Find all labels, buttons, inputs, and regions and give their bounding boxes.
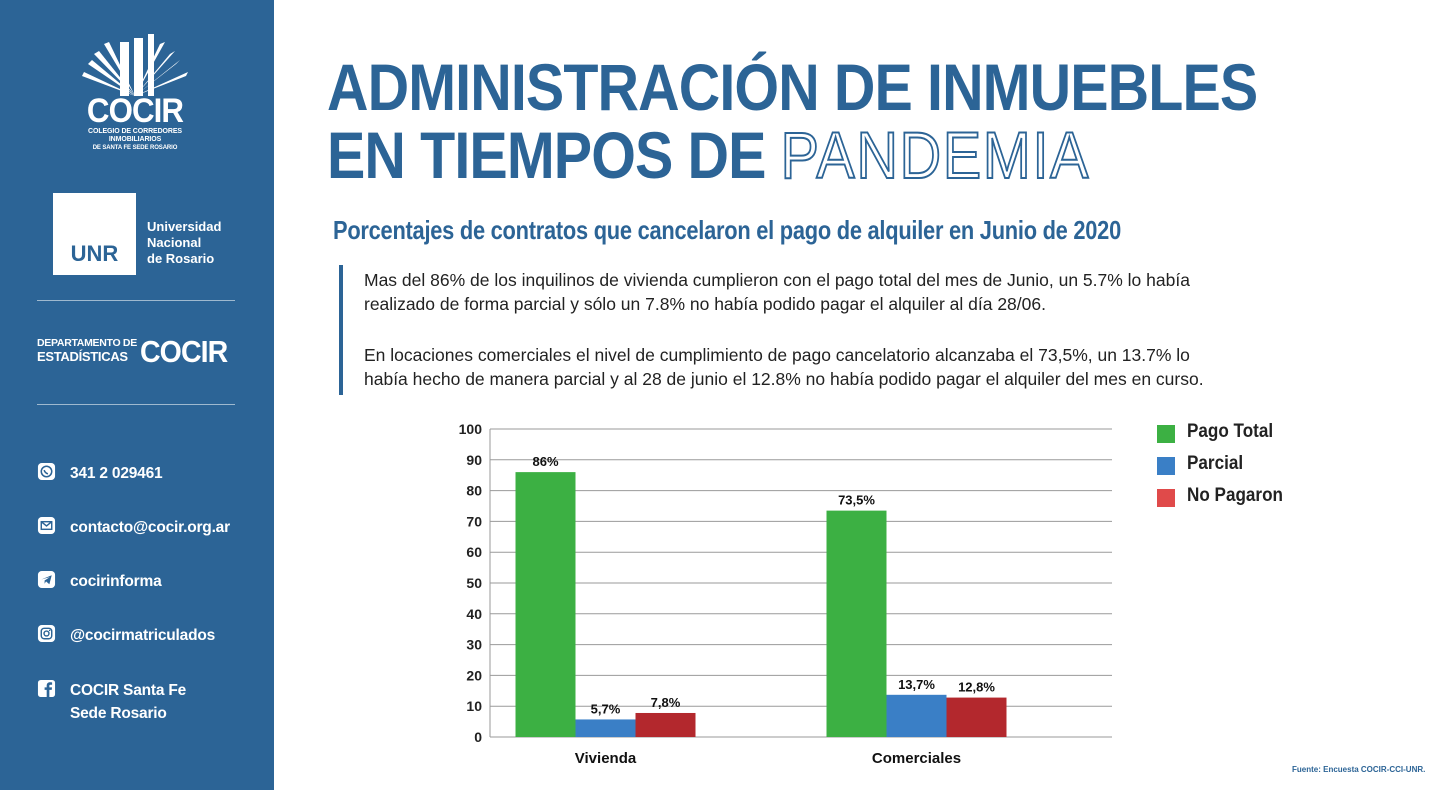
data-label-vivienda-pago-total: 86%: [532, 454, 558, 469]
unr-name: Universidad Nacional de Rosario: [147, 219, 221, 267]
bar-comerciales-pago-total: [826, 510, 887, 737]
y-tick-label-0: 0: [474, 729, 482, 745]
cocir-logo-sub-1: COLEGIO DE CORREDORES: [88, 128, 182, 135]
contact-whatsapp[interactable]: 341 2 029461: [37, 460, 267, 484]
contact-instagram[interactable]: @cocirmatriculados: [37, 622, 267, 646]
facebook-icon: [37, 679, 56, 698]
legend-label-pago-total: Pago Total: [1187, 421, 1274, 442]
x-category-label-comerciales: Comerciales: [872, 750, 961, 767]
bar-vivienda-parcial: [575, 719, 636, 737]
legend-swatch-parcial: [1157, 457, 1175, 475]
dept-estadisticas-logo: DEPARTAMENTO DE ESTADÍSTICAS COCIR: [37, 333, 247, 373]
contact-facebook-text: COCIR Santa Fe Sede Rosario: [70, 679, 186, 725]
contact-facebook-line-2: Sede Rosario: [70, 705, 167, 722]
paragraph-comerciales-line-2: había hecho de manera parcial y al 28 de…: [364, 369, 1204, 389]
bar-comerciales-parcial: [886, 694, 947, 737]
dept-label-line-2: ESTADÍSTICAS: [37, 349, 128, 364]
unr-name-line-1: Universidad: [147, 219, 222, 234]
sunburst-logo-icon: [82, 34, 188, 96]
y-tick-label-90: 90: [466, 452, 482, 468]
legend-swatch-pago-total: [1157, 425, 1175, 443]
quote-bar: [339, 265, 343, 395]
instagram-icon: [37, 624, 56, 643]
page-title-outline: PANDEMIA: [780, 118, 1091, 192]
paragraph-comerciales-line-1: En locaciones comerciales el nivel de cu…: [364, 345, 1190, 365]
bar-chart: 0 10 20 30 40 50 60 70 80 90 100 86% 5,7% 7,8% Viviend…: [459, 421, 1112, 767]
dept-brand: COCIR: [140, 334, 228, 369]
sidebar-divider-top: [37, 300, 235, 301]
data-label-vivienda-parcial: 5,7%: [591, 701, 621, 716]
bar-vivienda-pago-total: [515, 472, 576, 737]
y-tick-label-70: 70: [466, 513, 482, 529]
y-tick-label-40: 40: [466, 606, 482, 622]
mail-icon: [37, 516, 56, 535]
unr-logo-box: UNR: [53, 193, 136, 275]
data-label-vivienda-no-pagaron: 7,8%: [651, 695, 681, 710]
sidebar-divider-bottom: [37, 404, 235, 405]
unr-abbr: UNR: [70, 241, 119, 266]
contact-email-text: contacto@cocir.org.ar: [70, 519, 230, 536]
legend-label-no-pagaron: No Pagaron: [1187, 485, 1283, 506]
page-subtitle: Porcentajes de contratos que cancelaron …: [333, 215, 1121, 245]
y-tick-label-100: 100: [459, 421, 483, 437]
contact-facebook[interactable]: COCIR Santa Fe Sede Rosario: [37, 677, 267, 725]
paragraph-vivienda-line-1: Mas del 86% de los inquilinos de viviend…: [364, 270, 1190, 290]
paragraph-comerciales: En locaciones comerciales el nivel de cu…: [364, 343, 1374, 391]
y-tick-label-10: 10: [466, 698, 482, 714]
page-title-solid: EN TIEMPOS DE: [327, 118, 766, 192]
bar-vivienda-no-pagaron: [635, 712, 696, 737]
y-tick-label-60: 60: [466, 544, 482, 560]
cocir-logo-name: COCIR: [86, 92, 184, 130]
paragraph-vivienda-line-2: realizado de forma parcial y sólo un 7.8…: [364, 294, 1046, 314]
unr-name-line-3: de Rosario: [147, 251, 215, 266]
data-label-comerciales-parcial: 13,7%: [898, 677, 935, 692]
dept-label-line-1: DEPARTAMENTO DE: [37, 337, 137, 349]
paragraph-vivienda: Mas del 86% de los inquilinos de viviend…: [364, 268, 1374, 316]
cocir-logo-sub-3: DE SANTA FE SEDE ROSARIO: [92, 145, 178, 151]
y-tick-label-80: 80: [466, 483, 482, 499]
y-tick-label-20: 20: [466, 667, 482, 683]
unr-logo: UNR Universidad Nacional de Rosario: [53, 193, 253, 275]
whatsapp-icon: [37, 462, 56, 481]
page-title-line-2: EN TIEMPOS DE PANDEMIA: [327, 118, 1257, 192]
telegram-icon: [37, 570, 56, 589]
dept-label: DEPARTAMENTO DE ESTADÍSTICAS: [37, 337, 137, 363]
data-label-comerciales-pago-total: 73,5%: [838, 493, 875, 508]
bar-comerciales-no-pagaron: [946, 697, 1007, 737]
cocir-logo: COCIR COLEGIO DE CORREDORES INMOBILIARIO…: [70, 34, 200, 152]
contact-email[interactable]: contacto@cocir.org.ar: [37, 514, 267, 538]
y-tick-label-30: 30: [466, 637, 482, 653]
source-note: Fuente: Encuesta COCIR-CCI-UNR.: [1292, 765, 1426, 774]
legend-label-parcial: Parcial: [1187, 453, 1244, 474]
contact-facebook-line-1: COCIR Santa Fe: [70, 682, 187, 699]
page-title-line-1: ADMINISTRACIÓN DE INMUEBLES: [327, 50, 1258, 124]
data-label-comerciales-no-pagaron: 12,8%: [958, 680, 995, 695]
page-title: ADMINISTRACIÓN DE INMUEBLES EN TIEMPOS D…: [327, 50, 1396, 192]
cocir-logo-sub-2: INMOBILIARIOS: [108, 136, 162, 143]
contact-instagram-text: @cocirmatriculados: [70, 627, 216, 644]
contact-telegram[interactable]: cocirinforma: [37, 568, 267, 592]
contact-telegram-text: cocirinforma: [70, 573, 162, 590]
legend-swatch-no-pagaron: [1157, 489, 1175, 507]
x-category-label-vivienda: Vivienda: [575, 750, 637, 767]
contact-whatsapp-text: 341 2 029461: [70, 465, 163, 482]
sidebar: COCIR COLEGIO DE CORREDORES INMOBILIARIO…: [0, 0, 274, 790]
y-tick-label-50: 50: [466, 575, 482, 591]
unr-name-line-2: Nacional: [147, 235, 202, 250]
